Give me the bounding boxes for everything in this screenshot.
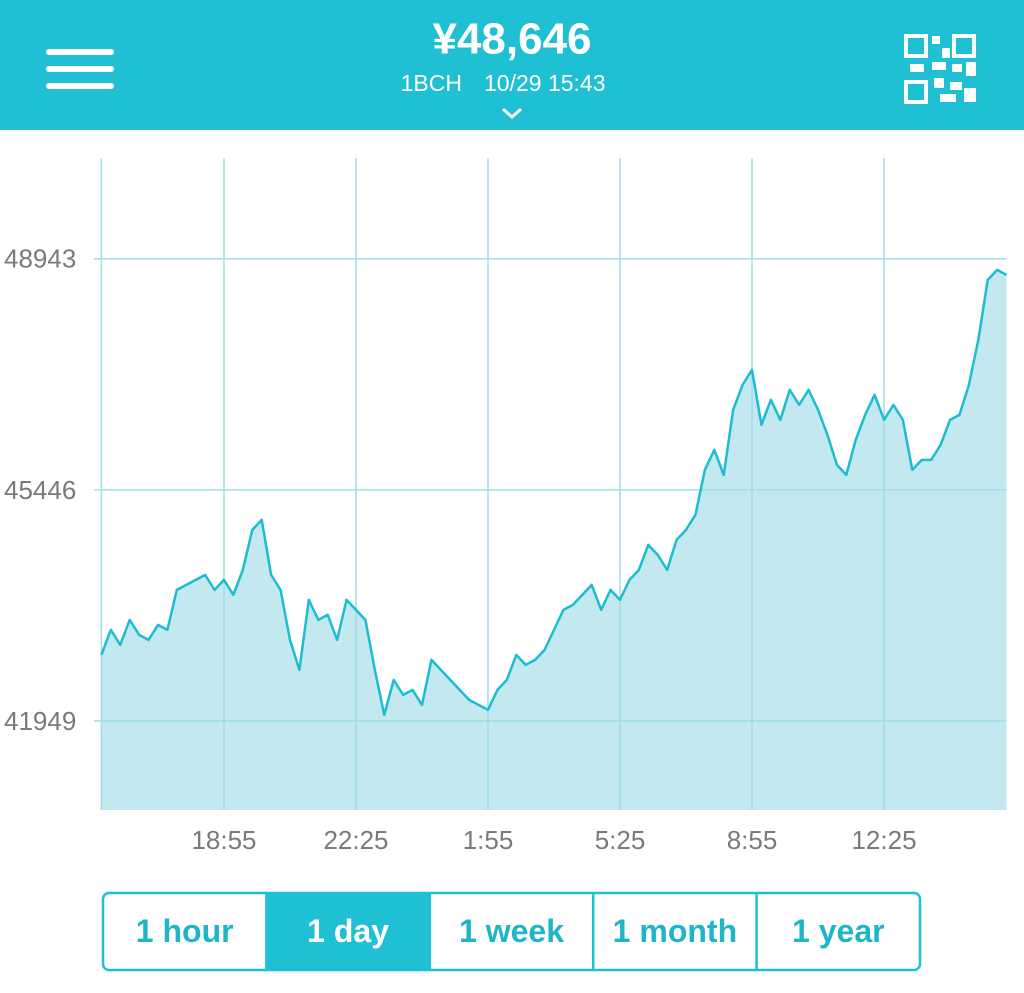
x-tick-label: 18:55 bbox=[191, 825, 256, 855]
qr-dot bbox=[952, 64, 962, 72]
y-tick-label: 41949 bbox=[4, 706, 76, 736]
qr-dot bbox=[932, 62, 946, 70]
x-tick-label: 22:25 bbox=[323, 825, 388, 855]
button-label: 1 day bbox=[307, 913, 389, 949]
qr-corner bbox=[952, 34, 976, 58]
y-tick-label: 45446 bbox=[4, 475, 76, 505]
button-label: 1 hour bbox=[136, 913, 234, 949]
range-selector: 1 hour 1 day 1 week 1 month 1 year bbox=[101, 891, 922, 972]
range-button[interactable]: 1 year bbox=[755, 893, 885, 970]
range-button[interactable]: 1 month bbox=[591, 893, 737, 970]
qr-dot bbox=[940, 94, 956, 102]
expand-chevron[interactable] bbox=[502, 107, 522, 120]
x-tick-label: 12:25 bbox=[851, 825, 916, 855]
qr-corner bbox=[904, 80, 928, 104]
menu-line bbox=[46, 49, 114, 55]
range-button[interactable]: 1 day bbox=[265, 893, 430, 970]
area-fill bbox=[101, 269, 1007, 810]
qr-button[interactable] bbox=[904, 34, 976, 104]
button-highlight bbox=[266, 893, 430, 970]
qr-dot bbox=[910, 64, 924, 72]
chart: 18:55 22:25 1:55 5:25 8:55 12:25 41949 45446 489… bbox=[4, 158, 1008, 855]
range-button[interactable]: 1 week bbox=[428, 893, 564, 970]
qr-dot bbox=[964, 88, 976, 102]
price: ¥48,646 bbox=[432, 15, 591, 64]
menu-line bbox=[46, 66, 114, 72]
button-label: 1 week bbox=[459, 913, 564, 949]
y-tick-label: 48943 bbox=[4, 244, 76, 274]
price-line bbox=[100, 268, 1008, 717]
timestamp: 10/29 15:43 bbox=[484, 70, 606, 96]
x-tick-label: 5:25 bbox=[595, 825, 646, 855]
menu-button[interactable] bbox=[46, 49, 114, 89]
x-tick-label: 8:55 bbox=[727, 825, 778, 855]
qr-dot bbox=[942, 48, 950, 58]
button-label: 1 year bbox=[792, 913, 885, 949]
button-label: 1 month bbox=[613, 913, 737, 949]
qr-dot bbox=[932, 36, 940, 44]
qr-dot bbox=[934, 78, 944, 88]
menu-line bbox=[46, 83, 114, 89]
qr-dot bbox=[966, 62, 976, 76]
x-tick-label: 1:55 bbox=[463, 825, 514, 855]
range-button[interactable]: 1 hour bbox=[136, 913, 234, 949]
asset: 1BCH bbox=[401, 70, 462, 96]
qr-corner bbox=[904, 34, 928, 58]
header-bar bbox=[0, 0, 1024, 130]
qr-dot bbox=[950, 82, 962, 90]
